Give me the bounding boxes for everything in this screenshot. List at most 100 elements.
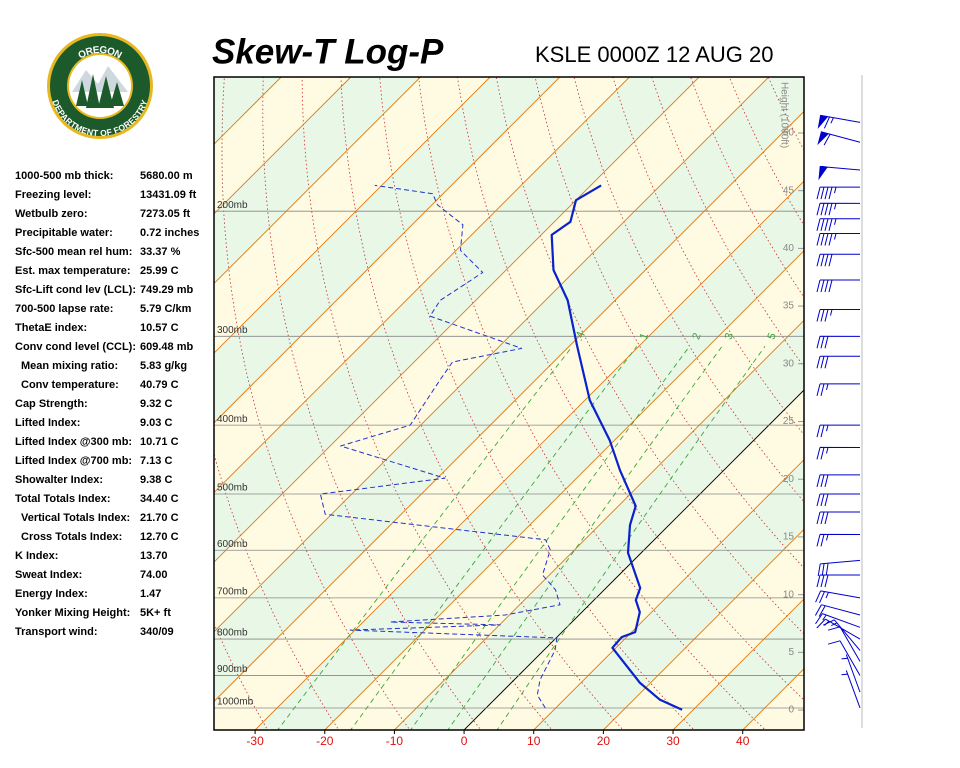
temperature-line — [550, 184, 683, 711]
height-tick-label: 30 — [783, 358, 795, 369]
stat-value: 7273.05 ft — [140, 208, 190, 220]
stat-value: 5.79 C/km — [140, 303, 192, 315]
stat-label: Freezing level: — [15, 189, 91, 201]
x-tick-label: 30 — [666, 734, 680, 748]
stat-label: Total Totals Index: — [15, 493, 111, 505]
pressure-label: 800mb — [217, 628, 248, 639]
stat-value: 5K+ ft — [140, 607, 171, 619]
wind-barb — [817, 131, 861, 146]
dry-adiabat — [910, 54, 960, 732]
stat-value: 25.99 C — [140, 265, 179, 277]
wind-barb — [816, 446, 861, 460]
wind-barb — [816, 474, 861, 488]
stat-value: 609.48 mb — [140, 341, 193, 353]
height-tick-label: 5 — [788, 647, 794, 658]
stat-label: Energy Index: — [15, 588, 88, 600]
x-tick-label: -20 — [316, 734, 334, 748]
wind-barb — [817, 114, 861, 129]
stat-value: 10.71 C — [140, 436, 179, 448]
mixing-ratio-line — [350, 346, 638, 730]
dry-adiabat — [214, 622, 269, 730]
isotherm — [214, 77, 421, 285]
background-band — [214, 111, 804, 730]
wind-barbs — [814, 114, 861, 709]
height-tick-label: 35 — [783, 301, 795, 312]
x-tick-label: -30 — [246, 734, 264, 748]
wind-barb — [815, 590, 861, 604]
stat-value: 13431.09 ft — [140, 189, 197, 201]
stat-label: Transport wind: — [15, 626, 98, 638]
wind-barb — [816, 511, 861, 525]
stat-label: Showalter Index: — [15, 474, 103, 486]
isotherm — [324, 250, 804, 730]
stat-value: 5.83 g/kg — [140, 360, 187, 372]
chart-title: Skew-T Log-P — [212, 32, 444, 71]
wind-barb — [816, 186, 861, 200]
wind-barb — [827, 626, 861, 662]
stat-label: Cap Strength: — [15, 398, 88, 410]
mixing-ratio-label: 5 — [765, 331, 778, 341]
stat-value: 5680.00 m — [140, 170, 193, 182]
pressure-label: 1000mb — [217, 697, 254, 708]
background-band — [812, 77, 960, 730]
axes: -30 -20 -10 0 10 20 30 40 — [246, 730, 750, 748]
wind-barb — [816, 218, 861, 231]
pressure-label: 900mb — [217, 664, 248, 675]
logo-trees — [76, 74, 124, 108]
wind-barb — [816, 335, 861, 349]
pressure-label: 400mb — [217, 414, 248, 425]
stat-label: Sweat Index: — [15, 569, 82, 581]
height-tick-label: 15 — [783, 532, 795, 543]
wind-barb — [816, 618, 861, 640]
mixing-ratio-line — [410, 346, 690, 730]
stat-label: Vertical Totals Index: — [21, 512, 130, 524]
chart-subtitle: KSLE 0000Z 12 AUG 20 — [535, 42, 774, 67]
mixing-ratio-label: 3 — [723, 331, 736, 341]
pressure-label: 500mb — [217, 483, 248, 494]
stat-value: 9.32 C — [140, 398, 172, 410]
dry-adiabat — [221, 77, 411, 730]
stat-value: 10.57 C — [140, 322, 179, 334]
logo-mountain — [72, 66, 128, 92]
wind-barb — [816, 424, 861, 438]
stat-label: Yonker Mixing Height: — [15, 607, 130, 619]
isotherm — [254, 180, 804, 730]
stat-label: Cross Totals Index: — [21, 531, 122, 543]
wind-barb — [814, 604, 861, 617]
stat-value: 749.29 mb — [140, 284, 193, 296]
logo-top-text-path: OREGON — [76, 44, 123, 61]
background-band — [214, 77, 804, 702]
isotherm — [394, 319, 804, 730]
plot-border — [213, 76, 805, 731]
mixing-ratio-line — [447, 346, 723, 730]
stat-label: Mean mixing ratio: — [21, 360, 118, 372]
isotherm — [672, 598, 804, 730]
x-tick-label: 10 — [527, 734, 541, 748]
stat-label: ThetaE index: — [15, 322, 87, 334]
x-tick-label: 20 — [597, 734, 611, 748]
dry-adiabat — [948, 54, 960, 732]
stat-value: 21.70 C — [140, 512, 179, 524]
stat-label: Est. max temperature: — [15, 265, 131, 277]
dewpoint-line — [319, 184, 561, 709]
height-tick-label: 20 — [783, 474, 795, 485]
dry-adiabat — [872, 54, 960, 732]
isotherm — [214, 110, 804, 703]
stat-value: 40.79 C — [140, 379, 179, 391]
stat-label: 700-500 lapse rate: — [15, 303, 113, 315]
x-tick-label: 40 — [736, 734, 750, 748]
stat-value: 74.00 — [140, 569, 168, 581]
isotherm — [603, 528, 804, 730]
stat-value: 7.13 C — [140, 455, 172, 467]
wind-barb — [816, 308, 861, 322]
stat-value: 12.70 C — [140, 531, 179, 543]
stat-label: Sfc-500 mean rel hum: — [15, 246, 132, 258]
wind-barb — [816, 533, 861, 547]
plot-area: 200mb 300mb 400mb 500mb 600mb 700mb 800mb 900mb… — [214, 54, 960, 732]
mixing-ratio-line — [496, 346, 766, 730]
height-tick-label: 45 — [783, 185, 795, 196]
wind-barb — [816, 574, 861, 588]
stat-value: 34.40 C — [140, 493, 179, 505]
isotherm — [533, 459, 804, 730]
dry-adiabat — [796, 54, 960, 732]
